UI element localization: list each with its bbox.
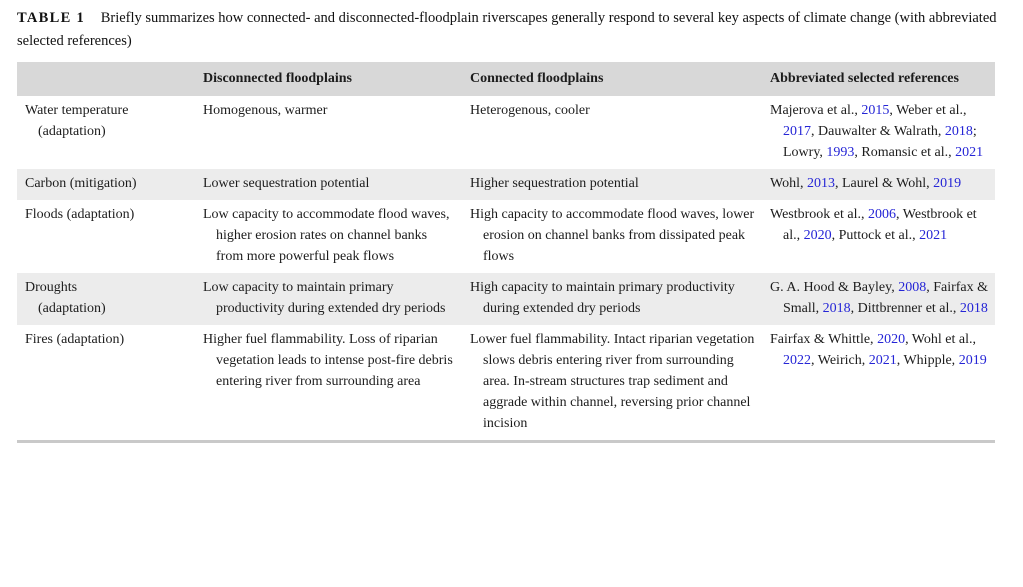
floodplain-response-table: Disconnected floodplains Connected flood…: [17, 62, 995, 443]
reference-year-link[interactable]: 2021: [868, 353, 897, 368]
column-header-references: Abbreviated selected references: [762, 62, 995, 96]
header-row: Disconnected floodplains Connected flood…: [17, 62, 995, 96]
reference-year-link[interactable]: 2020: [877, 332, 906, 347]
references-cell: Westbrook et al., 2006, Westbrook et al.…: [770, 207, 977, 243]
reference-year-link[interactable]: 2022: [783, 353, 811, 368]
aspect-cell: Carbon (mitigation): [17, 169, 195, 200]
reference-year-link[interactable]: 2018: [959, 301, 988, 316]
references-cell: G. A. Hood & Bayley, 2008, Fairfax & Sma…: [762, 273, 995, 325]
reference-year-link[interactable]: 2021: [919, 228, 948, 243]
disconnected-cell: Low capacity to accommodate flood waves,…: [203, 207, 450, 264]
connected-cell: Heterogenous, cooler: [470, 103, 590, 118]
reference-year-link[interactable]: 2019: [933, 176, 962, 191]
table-caption-label: TABLE 1: [17, 10, 86, 26]
reference-year-link[interactable]: 2020: [803, 228, 832, 243]
reference-year-link[interactable]: 2017: [783, 124, 811, 139]
connected-cell: High capacity to maintain primary produc…: [462, 273, 762, 325]
column-header-aspect: [17, 62, 195, 96]
aspect-cell: Floods (adaptation): [25, 207, 135, 222]
column-header-connected: Connected floodplains: [462, 62, 762, 96]
reference-year-link[interactable]: 2013: [806, 176, 835, 191]
connected-cell: Higher sequestration potential: [462, 169, 762, 200]
reference-year-link[interactable]: 2018: [944, 124, 973, 139]
reference-year-link[interactable]: 2019: [958, 353, 987, 368]
references-cell: Fairfax & Whittle, 2020, Wohl et al., 20…: [770, 332, 987, 368]
column-header-disconnected: Disconnected floodplains: [195, 62, 462, 96]
disconnected-cell: Lower sequestration potential: [195, 169, 462, 200]
table-caption-text: Briefly summarizes how connected- and di…: [17, 10, 997, 49]
page: TABLE 1 Briefly summarizes how connected…: [17, 7, 1002, 443]
aspect-cell: Droughts (adaptation): [17, 273, 195, 325]
connected-cell: Lower fuel flammability. Intact riparian…: [470, 332, 755, 431]
table-row: Carbon (mitigation) Lower sequestration p…: [17, 169, 995, 200]
reference-year-link[interactable]: 2021: [955, 145, 984, 160]
table-body: Water temperature (adaptation) Homogenous,…: [17, 96, 995, 442]
aspect-cell: Water temperature (adaptation): [25, 103, 129, 139]
reference-year-link[interactable]: 2006: [868, 207, 897, 222]
table-row: Water temperature (adaptation) Homogenous,…: [17, 96, 995, 169]
disconnected-cell: Higher fuel flammability. Loss of ripari…: [203, 332, 453, 389]
table-row: Floods (adaptation) Low capacity to accom…: [17, 200, 995, 273]
reference-year-link[interactable]: 2015: [861, 103, 890, 118]
table-row: Droughts (adaptation) Low capacity to main…: [17, 273, 995, 325]
references-cell: Majerova et al., 2015, Weber et al., 201…: [770, 103, 984, 160]
connected-cell: High capacity to accommodate flood waves…: [470, 207, 755, 264]
reference-year-link[interactable]: 2008: [898, 280, 927, 295]
reference-year-link[interactable]: 2018: [822, 301, 851, 316]
references-cell: Wohl, 2013, Laurel & Wohl, 2019: [762, 169, 995, 200]
aspect-cell: Fires (adaptation): [25, 332, 125, 347]
disconnected-cell: Low capacity to maintain primary product…: [195, 273, 462, 325]
table-caption: TABLE 1 Briefly summarizes how connected…: [17, 7, 1002, 53]
table-row: Fires (adaptation) Higher fuel flammabili…: [17, 325, 995, 442]
disconnected-cell: Homogenous, warmer: [203, 103, 328, 118]
reference-year-link[interactable]: 1993: [826, 145, 855, 160]
